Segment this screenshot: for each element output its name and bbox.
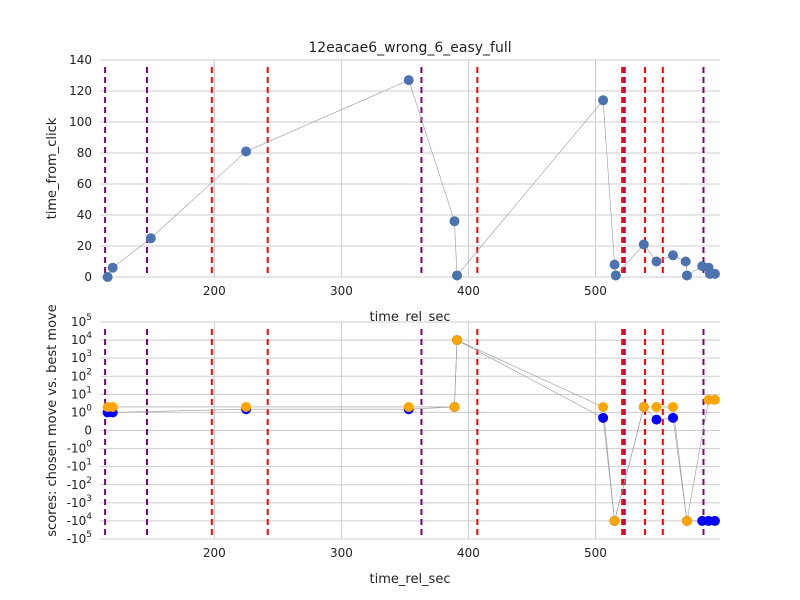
scores-panel: 200 300 400 500 105 104 103 102 101 100 0 -100 -101… <box>45 304 720 587</box>
y-tick-label: 140 <box>69 53 92 67</box>
chosen-move-point <box>667 412 678 423</box>
event-lines-bottom <box>104 329 705 539</box>
y-tick-label: 80 <box>77 146 92 160</box>
data-point <box>598 95 609 106</box>
y-tick-label: 100 <box>69 115 92 129</box>
grid-bottom <box>100 321 720 540</box>
chosen-move-point <box>709 515 720 526</box>
x-tick-labels-top: 200 300 400 500 <box>203 284 607 298</box>
chosen-move-point <box>651 414 662 425</box>
y-tick-label: -103 <box>67 494 92 510</box>
series-top <box>102 75 720 282</box>
data-point <box>102 272 113 282</box>
data-point <box>638 239 649 250</box>
x-tick-label: 500 <box>584 546 607 560</box>
y-axis-label-top: time_from_click <box>45 117 60 219</box>
data-point <box>241 146 252 157</box>
best-move-point <box>681 515 692 526</box>
data-point <box>681 270 692 281</box>
y-tick-label: -105 <box>67 530 92 546</box>
y-tick-label: 101 <box>71 385 92 401</box>
grid-top <box>100 59 720 278</box>
data-point <box>610 270 621 281</box>
y-tick-label: 40 <box>77 208 92 222</box>
best-move-point <box>709 394 720 405</box>
best-move-point <box>609 515 620 526</box>
y-axis-label-bottom: scores: chosen move vs. best move <box>45 304 60 536</box>
data-point <box>609 259 620 270</box>
chosen-move-point <box>598 412 609 423</box>
y-tick-label: 0 <box>84 270 92 284</box>
y-tick-label: 100 <box>71 403 92 419</box>
y-tick-label: 103 <box>71 349 92 365</box>
data-point <box>107 262 118 273</box>
x-tick-label: 200 <box>203 546 226 560</box>
data-point <box>709 268 720 279</box>
x-tick-label: 400 <box>457 546 480 560</box>
y-tick-label: 102 <box>71 367 92 383</box>
best-move-point <box>452 335 463 346</box>
best-move-point <box>638 401 649 412</box>
best-move-point <box>449 401 460 412</box>
data-point <box>651 256 662 267</box>
y-tick-label: 104 <box>71 331 92 347</box>
best-move-point <box>651 401 662 412</box>
plot-area-top <box>100 60 720 277</box>
data-point <box>452 270 463 281</box>
y-tick-label: -100 <box>67 440 93 456</box>
x-tick-label: 200 <box>203 284 226 298</box>
data-point <box>403 75 414 86</box>
x-tick-label: 400 <box>457 284 480 298</box>
best-move-point <box>241 401 252 412</box>
y-tick-label: 20 <box>77 239 92 253</box>
data-point <box>145 233 156 244</box>
y-tick-label: 120 <box>69 84 92 98</box>
data-point <box>449 216 460 227</box>
x-tick-labels-bottom: 200 300 400 500 <box>203 546 607 560</box>
best-move-point <box>107 401 118 412</box>
x-tick-label: 300 <box>330 284 353 298</box>
chart-title: 12eacae6_wrong_6_easy_full <box>308 40 511 56</box>
y-tick-labels-top: 0 20 40 60 80 100 120 140 <box>69 53 92 284</box>
y-tick-label: 105 <box>71 313 92 329</box>
x-tick-label: 500 <box>584 284 607 298</box>
y-tick-label: -102 <box>67 476 92 492</box>
data-point <box>667 250 678 261</box>
x-tick-label: 300 <box>330 546 353 560</box>
x-axis-label-bottom: time_rel_sec <box>370 572 451 587</box>
series-line <box>107 339 715 521</box>
x-axis-label-top: time_rel_sec <box>370 310 451 325</box>
y-tick-labels-bottom: 105 104 103 102 101 100 0 -100 -101 -102 -103 -104 -… <box>67 313 93 546</box>
time-from-click-panel: 200 300 400 500 0 20 40 60 80 100 120 140 12eacae6… <box>45 40 720 325</box>
data-point <box>680 256 691 267</box>
best-move-point <box>403 401 414 412</box>
best-move-point <box>667 401 678 412</box>
y-tick-label: 60 <box>77 177 92 191</box>
y-tick-label: -101 <box>67 458 92 474</box>
y-tick-label: 0 <box>84 424 92 438</box>
best-move-point <box>598 401 609 412</box>
series-bottom <box>102 335 720 526</box>
y-tick-label: -104 <box>67 512 93 528</box>
